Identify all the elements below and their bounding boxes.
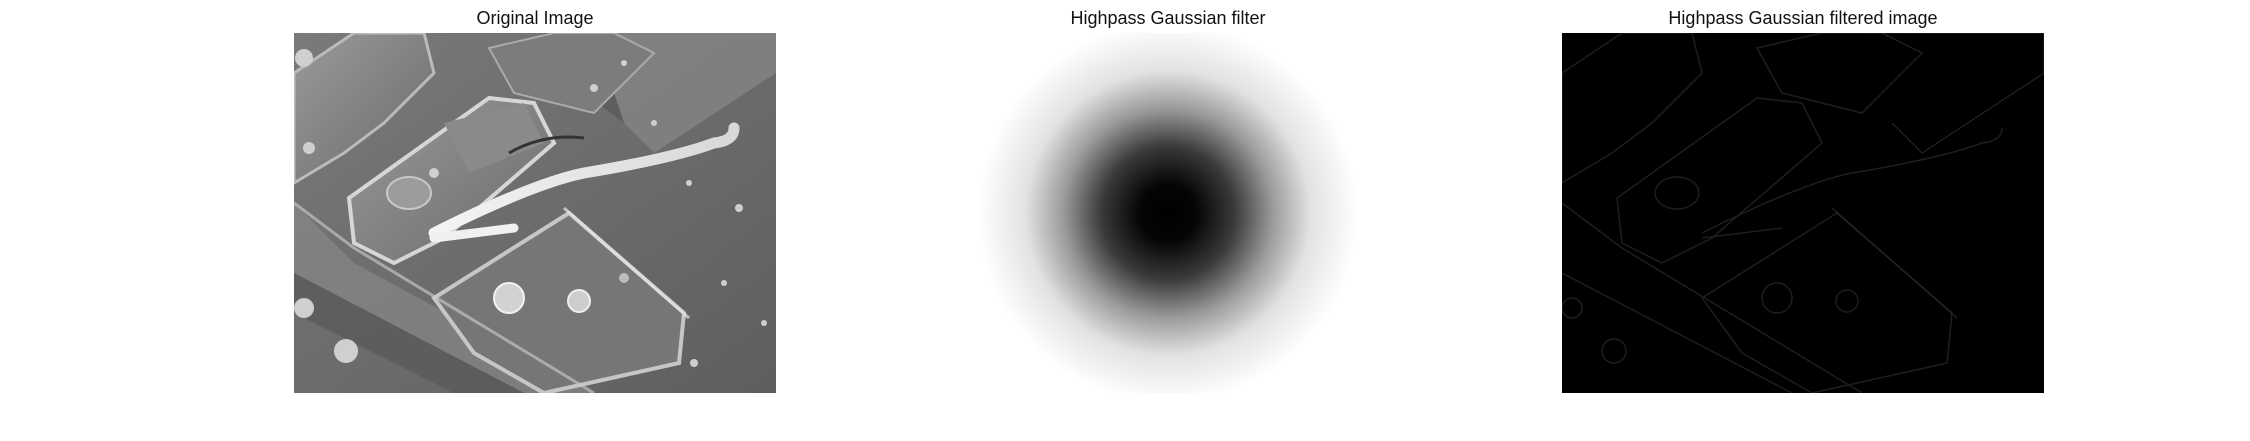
original-image-graphic [294, 33, 776, 393]
filtered-image-graphic [1562, 33, 2044, 393]
filtered-image [1562, 33, 2044, 393]
highpass-filter-graphic [965, 33, 1401, 393]
highpass-filter-title: Highpass Gaussian filter [1070, 8, 1266, 28]
original-image [294, 33, 776, 393]
highpass-filter-image [965, 33, 1401, 393]
original-image-title: Original Image [476, 8, 594, 28]
filtered-image-title: Highpass Gaussian filtered image [1668, 8, 1938, 28]
